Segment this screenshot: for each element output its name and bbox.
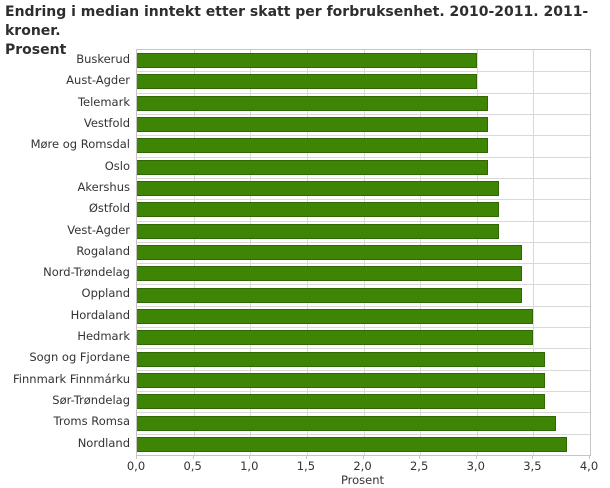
vertical-gridline: [533, 50, 535, 455]
category-label: Rogaland: [76, 243, 130, 258]
x-tick-label: 4,0: [579, 459, 599, 473]
x-tick-label: 0,5: [183, 459, 202, 473]
bar-troms-romsa: [137, 415, 557, 431]
bar-oppland: [137, 287, 523, 303]
category-label: Telemark: [77, 94, 130, 109]
x-tick-mark: [305, 455, 307, 459]
bar-oslo: [137, 159, 489, 175]
bar-buskerud: [137, 53, 477, 69]
x-tick-mark: [419, 455, 421, 459]
horizontal-gridline: [137, 305, 590, 307]
horizontal-gridline: [137, 135, 590, 137]
bar-telemark: [137, 95, 489, 111]
bar-hordaland: [137, 308, 534, 324]
x-tick-label: 2,5: [409, 459, 429, 473]
horizontal-gridline: [137, 113, 590, 115]
x-tick-label: 2,0: [353, 459, 372, 473]
bar-vestfold: [137, 117, 489, 133]
x-tick-mark: [532, 455, 534, 459]
horizontal-gridline: [137, 348, 590, 350]
bar-finnmark-finnm-rku: [137, 372, 545, 388]
x-tick-mark: [192, 455, 194, 459]
horizontal-gridline: [137, 327, 590, 329]
category-label: Møre og Romsdal: [30, 137, 130, 152]
category-label: Vestfold: [83, 115, 130, 130]
x-tick-label: 0,0: [126, 459, 146, 473]
category-label: Nordland: [77, 435, 130, 450]
chart-title: Endring i median inntekt etter skatt per…: [5, 3, 605, 60]
horizontal-gridline: [137, 177, 590, 179]
x-tick-mark: [362, 455, 364, 459]
horizontal-gridline: [137, 263, 590, 265]
x-tick-label: 3,5: [523, 459, 542, 473]
bar-aust-agder: [137, 74, 477, 90]
horizontal-gridline: [137, 156, 590, 158]
x-tick-mark: [589, 455, 590, 459]
category-label: Aust-Agder: [66, 73, 130, 88]
horizontal-gridline: [137, 220, 590, 222]
horizontal-gridline: [137, 391, 590, 393]
horizontal-gridline: [137, 284, 590, 286]
x-tick-mark: [249, 455, 251, 459]
bar-nord-tr-ndelag: [137, 266, 523, 282]
category-axis: Buskerud Aust-Agder Telemark Vestfold Møre o…: [0, 49, 130, 454]
horizontal-gridline: [137, 433, 590, 435]
x-axis-title: Prosent: [340, 473, 385, 487]
category-label: Hordaland: [70, 307, 130, 322]
category-label: Nord-Trøndelag: [43, 265, 130, 280]
horizontal-gridline: [137, 71, 590, 73]
bar-nordland: [137, 436, 568, 452]
horizontal-gridline: [137, 369, 590, 371]
bar--stfold: [137, 202, 500, 218]
category-label: Troms Romsa: [53, 414, 130, 429]
category-label: Hedmark: [77, 329, 130, 344]
x-tick-label: 1,0: [240, 459, 259, 473]
category-label: Finnmark Finnmárku: [13, 371, 130, 386]
category-label: Østfold: [88, 201, 130, 216]
category-label: Vest-Agder: [67, 222, 130, 237]
horizontal-gridline: [137, 241, 590, 243]
bar-rogaland: [137, 245, 523, 260]
plot-area: [136, 49, 591, 456]
category-label: Oslo: [104, 158, 130, 173]
category-label: Buskerud: [76, 52, 130, 66]
bar-m-re-og-romsdal: [137, 138, 489, 154]
category-label: Sogn og Fjordane: [29, 350, 130, 365]
category-label: Sør-Trøndelag: [52, 393, 130, 408]
category-label: Oppland: [81, 286, 130, 301]
chart-title-line2: Prosent: [5, 42, 67, 58]
chart-title-line1: Endring i median inntekt etter skatt per…: [5, 4, 589, 39]
bar-akershus: [137, 181, 500, 197]
x-tick-label: 1,5: [296, 459, 316, 473]
x-tick-label: 3,0: [466, 459, 485, 473]
bar-s-r-tr-ndelag: [137, 394, 545, 410]
bar-hedmark: [137, 330, 534, 346]
x-tick-mark: [136, 455, 137, 459]
horizontal-gridline: [137, 412, 590, 414]
bar-sogn-og-fjordane: [137, 351, 545, 367]
horizontal-gridline: [137, 199, 590, 201]
bar-vest-agder: [137, 223, 500, 239]
category-label: Akershus: [77, 179, 130, 194]
horizontal-gridline: [137, 92, 590, 94]
x-tick-mark: [475, 455, 477, 459]
